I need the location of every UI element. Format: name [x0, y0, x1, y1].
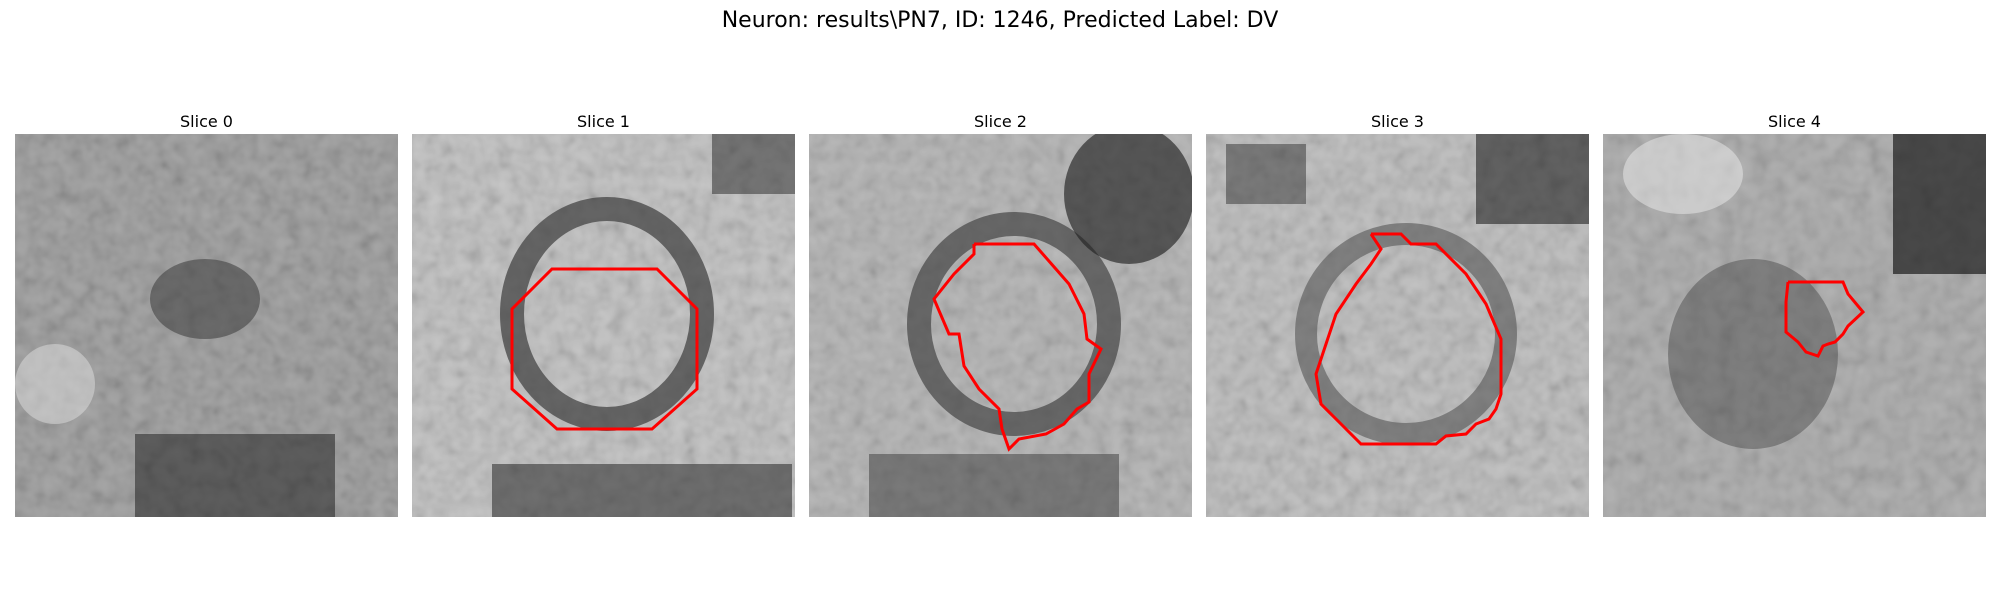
slice-title: Slice 0	[15, 110, 398, 134]
slice-panel-4: Slice 4	[1603, 110, 1986, 517]
slice-panel-1: Slice 1	[412, 110, 795, 517]
slice-panel-2: Slice 2	[809, 110, 1192, 517]
slice-title: Slice 3	[1206, 110, 1589, 134]
slice-image	[1603, 134, 1986, 517]
slice-image-svg	[412, 134, 795, 517]
figure-title: Neuron: results\PN7, ID: 1246, Predicted…	[0, 8, 2000, 33]
slice-image	[15, 134, 398, 517]
slice-image-svg	[1206, 134, 1589, 517]
slice-title: Slice 1	[412, 110, 795, 134]
slice-title: Slice 2	[809, 110, 1192, 134]
slice-image-svg	[1603, 134, 1986, 517]
slice-image	[412, 134, 795, 517]
slice-panel-3: Slice 3	[1206, 110, 1589, 517]
slice-title: Slice 4	[1603, 110, 1986, 134]
slice-panel-0: Slice 0	[15, 110, 398, 517]
slice-image-svg	[809, 134, 1192, 517]
slice-image-svg	[15, 134, 398, 517]
slice-image	[1206, 134, 1589, 517]
slice-image	[809, 134, 1192, 517]
